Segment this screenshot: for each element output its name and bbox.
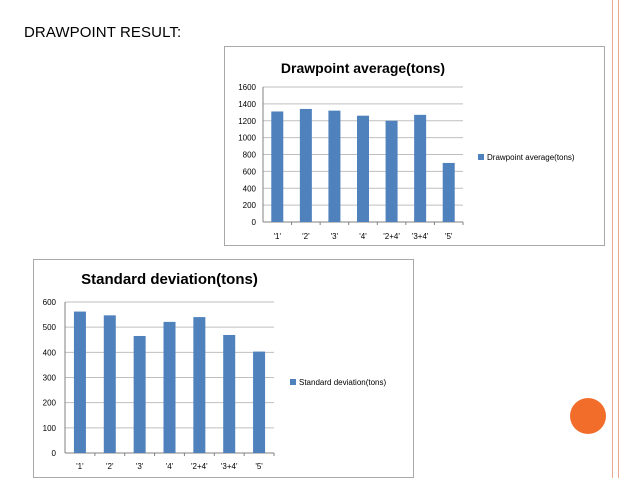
avg-bar bbox=[299, 108, 312, 222]
slide-heading: DRAWPOINT RESULT: bbox=[24, 24, 182, 41]
std-bar bbox=[133, 335, 146, 453]
std-category-label: '5' bbox=[255, 462, 263, 471]
std-y-tick-label: 100 bbox=[43, 424, 57, 433]
avg-bar bbox=[328, 110, 341, 222]
avg-y-tick-label: 0 bbox=[252, 218, 257, 227]
avg-bar bbox=[357, 115, 369, 222]
avg-bar bbox=[385, 120, 398, 222]
std-legend-swatch bbox=[290, 379, 296, 385]
std-chart-title: Standard deviation(tons) bbox=[81, 271, 258, 288]
avg-y-tick-label: 600 bbox=[243, 167, 257, 176]
std-category-label: '1' bbox=[76, 462, 84, 471]
slide-border-line-right bbox=[618, 0, 619, 478]
avg-legend-label: Drawpoint average(tons) bbox=[487, 153, 575, 162]
standard-deviation-chart: Standard deviation(tons) 0 100 200 300 400 500… bbox=[33, 259, 414, 478]
avg-legend-swatch bbox=[478, 154, 484, 160]
standard-deviation-chart-svg: Standard deviation(tons) 0 100 200 300 400 500… bbox=[43, 271, 387, 471]
avg-bar bbox=[442, 162, 455, 222]
std-bar bbox=[103, 315, 116, 453]
avg-y-tick-label: 1600 bbox=[238, 83, 256, 92]
std-y-tick-label: 300 bbox=[43, 374, 57, 383]
slide-border-line-left bbox=[612, 0, 613, 478]
avg-category-label: '5' bbox=[445, 232, 453, 241]
std-bar bbox=[73, 311, 86, 453]
std-bar bbox=[223, 334, 236, 453]
std-y-tick-label: 0 bbox=[52, 449, 57, 458]
avg-category-label: '1' bbox=[274, 232, 282, 241]
std-y-tick-label: 200 bbox=[43, 399, 57, 408]
std-y-tick-label: 400 bbox=[43, 348, 57, 357]
avg-y-tick-label: 200 bbox=[243, 201, 257, 210]
drawpoint-average-chart-svg: Drawpoint average(tons) 0 200 400 600 800 1000… bbox=[238, 60, 575, 241]
avg-y-tick-label: 800 bbox=[243, 151, 257, 160]
std-y-tick-label: 600 bbox=[43, 298, 57, 307]
decorative-orange-circle bbox=[570, 398, 606, 434]
std-y-tick-label: 500 bbox=[43, 323, 57, 332]
std-category-label: '2+4' bbox=[191, 462, 208, 471]
std-legend-label: Standard deviation(tons) bbox=[299, 378, 387, 387]
avg-category-label: '3+4' bbox=[412, 232, 429, 241]
avg-bar bbox=[271, 111, 284, 222]
avg-y-tick-label: 1000 bbox=[238, 134, 256, 143]
std-category-label: '4' bbox=[166, 462, 174, 471]
avg-category-label: '4' bbox=[359, 232, 367, 241]
avg-category-label: '2' bbox=[302, 232, 310, 241]
avg-bar bbox=[414, 114, 427, 222]
drawpoint-average-chart: Drawpoint average(tons) 0 200 400 600 800 1000… bbox=[224, 46, 605, 246]
avg-category-label: '2+4' bbox=[383, 232, 400, 241]
avg-category-label: '3' bbox=[331, 232, 339, 241]
std-category-label: '3' bbox=[136, 462, 144, 471]
avg-y-tick-label: 400 bbox=[243, 184, 257, 193]
std-bar bbox=[163, 321, 176, 453]
std-category-label: '2' bbox=[106, 462, 114, 471]
avg-y-tick-label: 1200 bbox=[238, 117, 256, 126]
std-bar bbox=[193, 317, 206, 453]
std-bar bbox=[253, 351, 266, 453]
avg-chart-title: Drawpoint average(tons) bbox=[281, 60, 445, 76]
std-category-label: '3+4' bbox=[221, 462, 238, 471]
avg-y-tick-label: 1400 bbox=[238, 100, 256, 109]
